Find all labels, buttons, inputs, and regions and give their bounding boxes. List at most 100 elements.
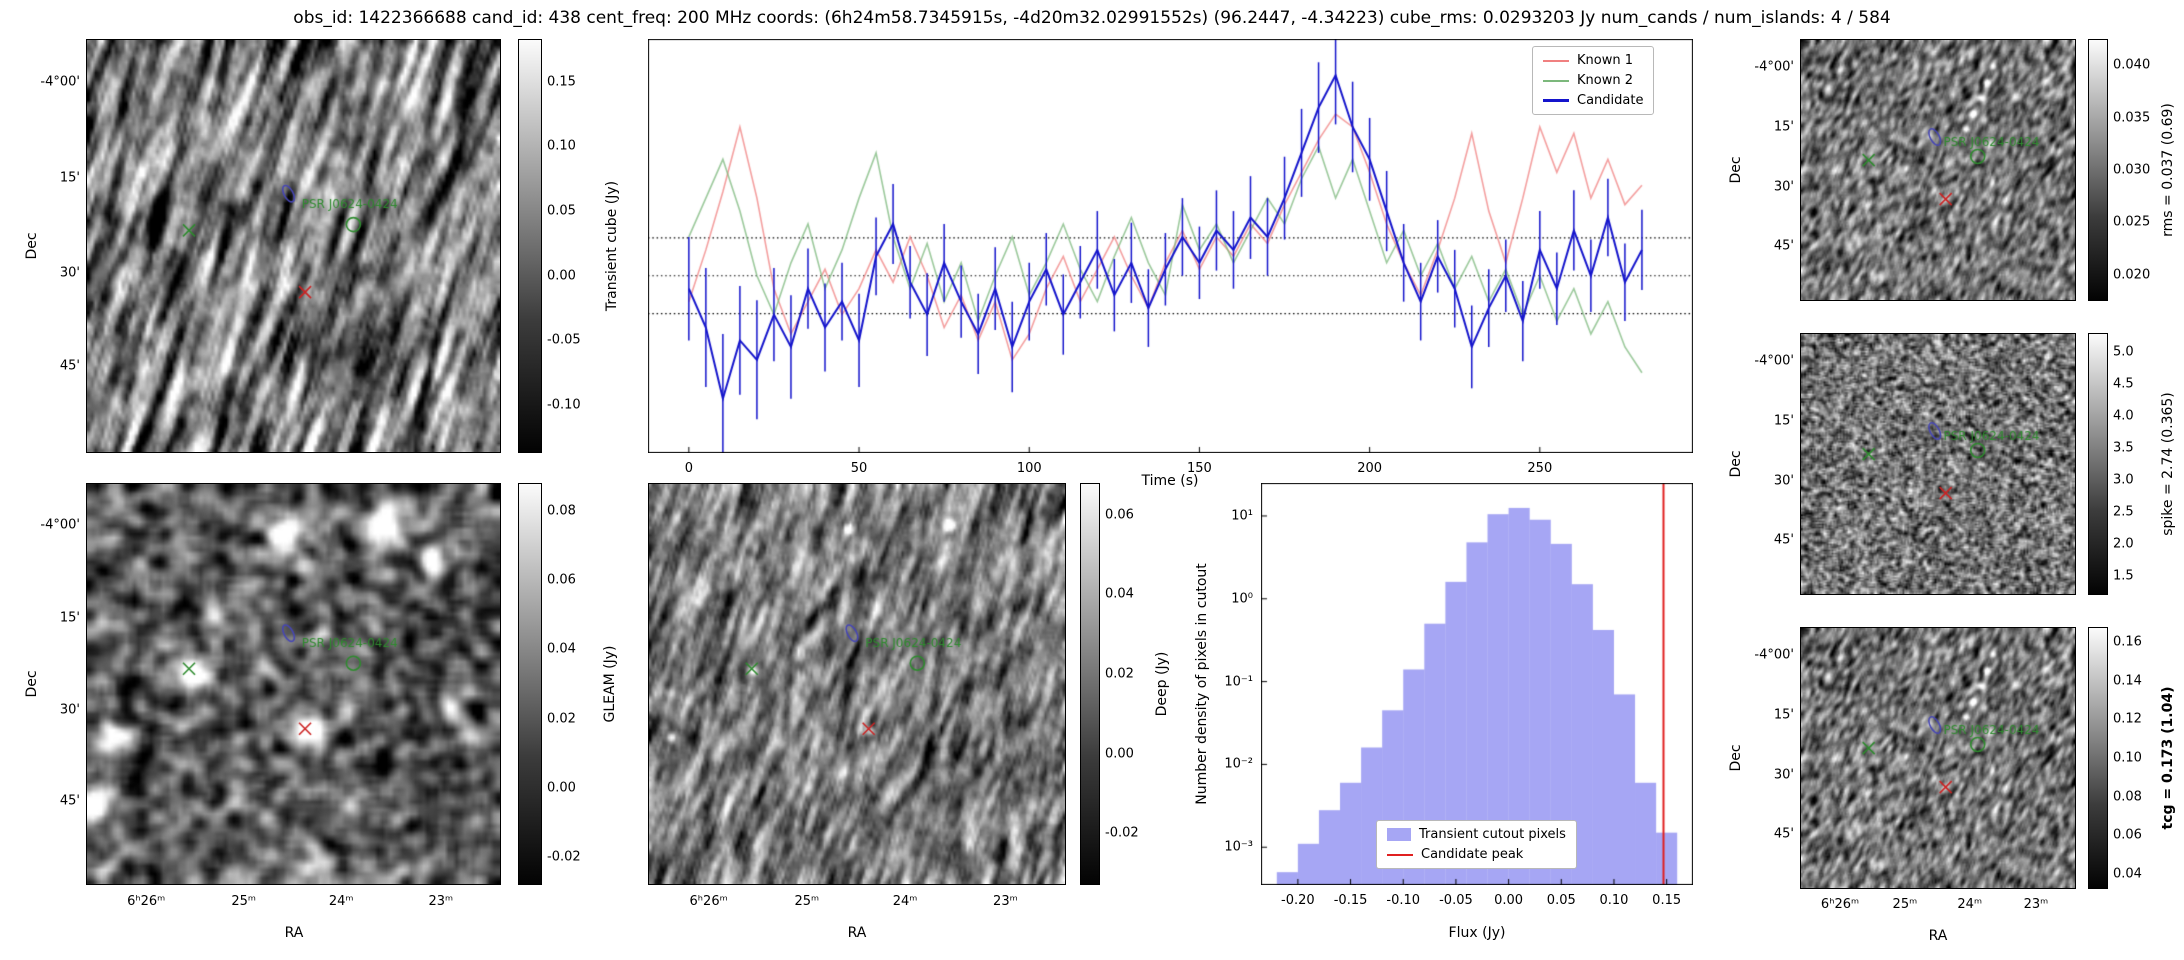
- ra-tick-label: 6ʰ26ᵐ: [689, 894, 728, 909]
- transient-cube-panel: [86, 39, 501, 453]
- transient-cube-image: [87, 40, 500, 452]
- dec-tick-label: 30': [1773, 473, 1794, 489]
- dec-tick-label: -4°00': [1754, 647, 1794, 662]
- dec-tick-label: 15': [1773, 119, 1794, 135]
- colorbar-tick-label: -0.02: [1105, 825, 1139, 841]
- dec-tick-label: 30': [1773, 179, 1794, 195]
- colorbar-tick-label: 1.5: [2113, 568, 2134, 584]
- colorbar-tick-label: -0.02: [547, 849, 581, 865]
- colorbar-tick-label: 0.04: [2113, 866, 2142, 882]
- dec-tick-label: 45': [59, 358, 80, 374]
- colorbar-tick-label: 0.035: [2113, 110, 2151, 126]
- colorbar-tick-label: 0.06: [547, 572, 576, 588]
- colorbar-tick-label: -0.05: [547, 332, 581, 348]
- colorbar-tick-label: 0.15: [547, 74, 576, 90]
- dec-tick-label: 45': [59, 793, 80, 809]
- dec-tick-label: -4°00': [1754, 59, 1794, 74]
- legend-item-candidate: Candidate: [1543, 93, 1643, 108]
- colorbar-tick-label: 0.04: [1105, 586, 1134, 602]
- gleam-colorbar-label: GLEAM (Jy): [602, 645, 618, 723]
- flux-tick-label: 0.15: [1652, 893, 1682, 908]
- histogram-y-axis-label: Number density of pixels in cutout: [1194, 563, 1210, 805]
- dec-tick-label: -4°00': [40, 517, 80, 533]
- colorbar-tick-label: 2.5: [2113, 504, 2134, 520]
- colorbar-tick-label: 0.00: [1105, 746, 1134, 762]
- gleam-image: [87, 484, 500, 884]
- colorbar-tick-label: 4.5: [2113, 376, 2134, 392]
- deep-colorbar-label: Deep (Jy): [1154, 651, 1170, 717]
- deep-colorbar: [1080, 483, 1100, 885]
- dec-axis-label: Dec: [1728, 744, 1744, 772]
- colorbar-tick-label: 0.040: [2113, 57, 2151, 73]
- candidate-line-icon: [1543, 99, 1569, 102]
- density-tick-label: 10⁻³: [1224, 839, 1253, 855]
- flux-tick-label: -0.20: [1281, 893, 1315, 908]
- density-tick-label: 10⁻²: [1224, 756, 1253, 772]
- colorbar-tick-label: 5.0: [2113, 344, 2134, 360]
- dec-tick-label: 30': [59, 265, 80, 281]
- dec-tick-label: 30': [59, 702, 80, 718]
- spike-colorbar: [2088, 333, 2108, 595]
- ra-tick-label: 24ᵐ: [328, 894, 354, 909]
- colorbar-tick-label: 0.025: [2113, 214, 2151, 230]
- ra-tick-label: 6ʰ26ᵐ: [127, 894, 166, 909]
- tcg-image: [1801, 628, 2075, 888]
- time-tick-label: 100: [1016, 461, 1042, 476]
- colorbar-tick-label: 0.08: [2113, 789, 2142, 805]
- legend-label-candidate: Candidate: [1577, 93, 1644, 108]
- colorbar-tick-label: 0.08: [547, 503, 576, 519]
- rms-image: [1801, 40, 2075, 300]
- legend-label-candidate-peak: Candidate peak: [1421, 847, 1524, 862]
- colorbar-tick-label: 0.10: [547, 138, 576, 154]
- density-tick-label: 10⁻¹: [1224, 674, 1253, 690]
- lightcurve-legend: Known 1 Known 2 Candidate: [1532, 46, 1655, 115]
- gleam-panel: [86, 483, 501, 885]
- colorbar-tick-label: 0.04: [547, 641, 576, 657]
- legend-item-known1: Known 1: [1543, 53, 1643, 68]
- density-tick-label: 10¹: [1231, 508, 1253, 524]
- dec-axis-label: Dec: [24, 232, 40, 260]
- pixel-histogram-plot: [1261, 483, 1693, 885]
- transient-cube-colorbar-label: Transient cube (Jy): [604, 180, 620, 312]
- dec-tick-label: 15': [1773, 707, 1794, 723]
- colorbar-tick-label: 0.02: [547, 711, 576, 727]
- dec-tick-label: 45': [1773, 238, 1794, 254]
- known1-line-icon: [1543, 59, 1569, 62]
- time-tick-label: 50: [850, 461, 868, 476]
- colorbar-tick-label: 2.0: [2113, 536, 2134, 552]
- ra-tick-label: 24ᵐ: [1957, 897, 1983, 912]
- colorbar-tick-label: 0.10: [2113, 750, 2142, 766]
- colorbar-tick-label: 0.030: [2113, 162, 2151, 178]
- candidate-peak-line-icon: [1387, 853, 1413, 856]
- known2-line-icon: [1543, 79, 1569, 82]
- legend-label-cutout-pixels: Transient cutout pixels: [1419, 827, 1566, 842]
- spike-colorbar-label: spike = 2.74 (0.365): [2160, 392, 2176, 536]
- colorbar-tick-label: 3.0: [2113, 472, 2134, 488]
- colorbar-tick-label: 0.06: [2113, 827, 2142, 843]
- dec-tick-label: -4°00': [40, 74, 80, 90]
- rms-colorbar: [2088, 39, 2108, 301]
- flux-tick-label: 0.00: [1494, 893, 1524, 908]
- colorbar-tick-label: 0.05: [547, 203, 576, 219]
- ra-tick-label: 25ᵐ: [231, 894, 257, 909]
- flux-tick-label: -0.05: [1439, 893, 1473, 908]
- time-tick-label: 150: [1187, 461, 1212, 476]
- ra-tick-label: 6ʰ26ᵐ: [1820, 897, 1860, 912]
- time-tick-label: 200: [1357, 461, 1383, 476]
- flux-tick-label: -0.15: [1333, 893, 1368, 908]
- ra-axis-label: RA: [1928, 928, 1948, 944]
- colorbar-tick-label: -0.10: [547, 397, 581, 413]
- ra-tick-label: 23ᵐ: [2023, 897, 2049, 912]
- transient-cube-colorbar: [518, 39, 542, 453]
- gleam-colorbar: [518, 483, 542, 885]
- colorbar-tick-label: 0.16: [2113, 634, 2142, 650]
- rms-colorbar-label: rms = 0.037 (0.69): [2160, 103, 2176, 237]
- dec-tick-label: 45': [1773, 826, 1794, 842]
- colorbar-tick-label: 0.12: [2113, 711, 2142, 727]
- deep-panel: [648, 483, 1066, 885]
- time-axis-label: Time (s): [1141, 473, 1199, 489]
- colorbar-tick-label: 0.00: [547, 780, 576, 796]
- dec-axis-label: Dec: [1728, 156, 1744, 184]
- tcg-colorbar-label: tcg = 0.173 (1.04): [2160, 686, 2176, 830]
- ra-tick-label: 24ᵐ: [892, 894, 918, 909]
